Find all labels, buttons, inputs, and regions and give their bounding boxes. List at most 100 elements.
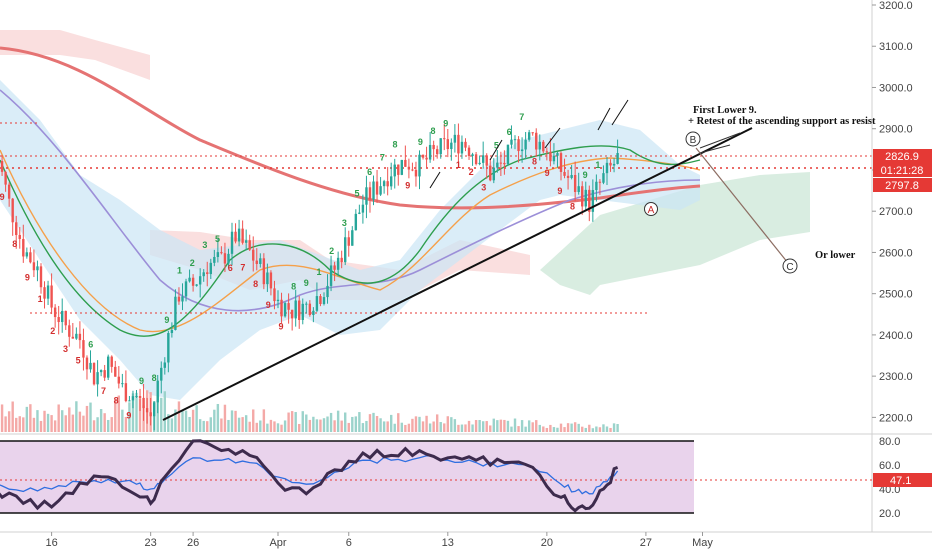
volume-bar — [326, 416, 329, 432]
candle-body — [50, 285, 53, 308]
volume-bar — [566, 423, 570, 432]
volume-bar — [223, 404, 227, 432]
price-axis[interactable]: 3200.03100.03000.02900.02800.02700.02600… — [872, 0, 913, 424]
candle-body — [361, 204, 365, 213]
candle-body — [542, 141, 545, 152]
volume-bar — [400, 422, 404, 432]
volume-bar — [453, 419, 457, 432]
volume-bar — [425, 415, 428, 432]
sequential-count-label: 7 — [519, 112, 524, 122]
wave-a-label: A — [648, 205, 655, 216]
volume-bar — [478, 420, 481, 432]
volume-bar — [602, 424, 605, 432]
volume-bar — [432, 421, 435, 432]
candle-body — [160, 367, 163, 381]
candle-body — [372, 181, 375, 200]
wave-b-label: B — [690, 135, 697, 146]
sequential-count-label: 9 — [139, 376, 144, 386]
candle-body — [22, 238, 25, 257]
volume-bar — [287, 412, 290, 432]
candle-body — [198, 276, 202, 285]
volume-bar — [503, 419, 506, 432]
candle-body — [142, 397, 145, 409]
volume-bar — [99, 409, 103, 432]
sequential-count-label: 2 — [190, 258, 195, 268]
time-axis[interactable]: 16 23 26 Apr 6 13 20 27 May — [45, 532, 713, 549]
sequential-count-label: 8 — [570, 201, 575, 211]
volume-bar — [290, 411, 294, 432]
volume-bar — [96, 417, 99, 432]
candle-body — [46, 285, 50, 299]
sequential-count-label: 8 — [291, 282, 296, 292]
candle-body — [368, 187, 372, 200]
volume-bar — [344, 412, 347, 432]
candle-body — [435, 149, 439, 155]
volume-bar — [361, 423, 365, 432]
candle-body — [531, 132, 534, 134]
projection-line-c[interactable] — [695, 147, 789, 264]
volume-bar — [167, 414, 170, 432]
volume-bar — [4, 416, 7, 432]
volume-bar — [216, 403, 220, 432]
volume-bar — [181, 410, 184, 432]
candle-body — [301, 303, 304, 320]
candle-body — [503, 162, 506, 165]
volume-bar — [435, 414, 439, 432]
candle-body — [538, 141, 541, 150]
sequential-count-label: 9 — [557, 186, 562, 196]
volume-bar — [368, 414, 372, 432]
candle-body — [386, 181, 389, 187]
volume-bar — [474, 420, 478, 432]
volume-bar — [103, 413, 106, 432]
candle-body — [605, 162, 609, 174]
candle-body — [450, 142, 453, 150]
volume-bar — [71, 414, 75, 432]
volume-bar — [294, 412, 297, 432]
secondary-price-value: 2797.8 — [885, 180, 919, 192]
candle-body — [308, 303, 312, 315]
sequential-count-label: 3 — [481, 183, 486, 193]
volume-bar — [301, 411, 304, 432]
candle-body — [230, 231, 234, 254]
volume-bar — [464, 424, 467, 432]
volume-bar — [170, 418, 174, 432]
time-tick-label: 20 — [541, 537, 553, 549]
candle-body — [177, 296, 181, 302]
candle-body — [29, 252, 32, 263]
volume-bar — [241, 417, 244, 432]
volume-bar — [82, 415, 85, 432]
candle-body — [379, 186, 382, 195]
candle-body — [552, 155, 556, 162]
candle-body — [344, 237, 347, 263]
candle-body — [612, 163, 616, 166]
sequential-count-label: 1 — [595, 160, 600, 170]
volume-bar — [421, 421, 425, 432]
candle-body — [82, 340, 85, 358]
price-tick-label: 2500.0 — [879, 289, 913, 301]
candle-body — [18, 235, 21, 239]
volume-bar — [244, 415, 248, 432]
volume-bar — [262, 409, 266, 432]
sequential-count-label: 7 — [101, 386, 106, 396]
volume-bar — [407, 423, 411, 432]
candle-body — [397, 164, 400, 175]
wave-b-circle — [685, 131, 701, 147]
candle-body — [163, 362, 166, 368]
ascending-support-trendline[interactable] — [162, 127, 753, 421]
volume-bars — [0, 390, 619, 432]
volume-bar — [85, 405, 89, 432]
candle-body — [43, 287, 46, 299]
volume-bar — [259, 420, 262, 432]
candle-body — [4, 171, 7, 185]
candle-body — [32, 262, 36, 271]
volume-bar — [329, 412, 333, 432]
candle-body — [124, 383, 128, 402]
volume-bar — [581, 426, 584, 432]
wave-c-label: C — [786, 262, 793, 273]
candle-body — [566, 175, 570, 178]
annotation-arrow-upper — [699, 132, 741, 149]
oscillator-band — [0, 441, 694, 513]
sequential-count-label: 1 — [177, 265, 182, 275]
candle-body — [492, 167, 495, 181]
